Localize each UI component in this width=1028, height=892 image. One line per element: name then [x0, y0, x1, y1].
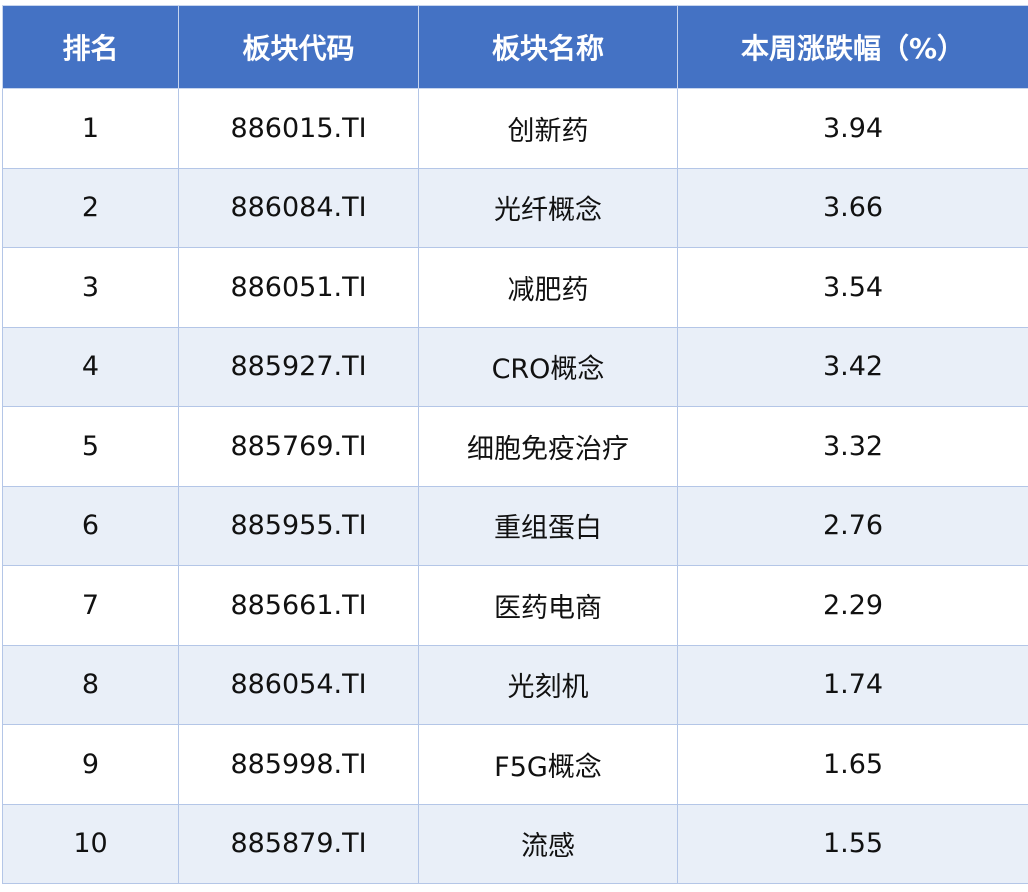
table-row: 8 886054.TI 光刻机 1.74: [2, 644, 1028, 725]
name-cell: 流感: [418, 803, 678, 884]
header-code: 板块代码: [178, 5, 419, 89]
code-cell: 885661.TI: [178, 565, 419, 646]
code-cell: 886084.TI: [178, 167, 419, 248]
rank-cell: 9: [2, 724, 179, 805]
change-cell: 2.29: [677, 565, 1028, 646]
header-row: 排名 板块代码 板块名称 本周涨跌幅（%）: [2, 5, 1028, 89]
change-cell: 2.76: [677, 485, 1028, 566]
name-cell: 减肥药: [418, 247, 678, 328]
header-name: 板块名称: [418, 5, 678, 89]
change-cell: 1.55: [677, 803, 1028, 884]
table-row: 9 885998.TI F5G概念 1.65: [2, 724, 1028, 805]
name-cell: 光刻机: [418, 644, 678, 725]
table-row: 1 886015.TI 创新药 3.94: [2, 88, 1028, 169]
name-cell: F5G概念: [418, 724, 678, 805]
rank-cell: 8: [2, 644, 179, 725]
change-cell: 1.74: [677, 644, 1028, 725]
rank-cell: 2: [2, 167, 179, 248]
change-cell: 3.42: [677, 326, 1028, 407]
rank-cell: 7: [2, 565, 179, 646]
rank-cell: 6: [2, 485, 179, 566]
change-cell: 3.32: [677, 406, 1028, 487]
sector-ranking-table: 排名 板块代码 板块名称 本周涨跌幅（%） 1 886015.TI 创新药 3.94 2…: [2, 5, 1028, 884]
code-cell: 886015.TI: [178, 88, 419, 169]
name-cell: 重组蛋白: [418, 485, 678, 566]
code-cell: 885769.TI: [178, 406, 419, 487]
code-cell: 885998.TI: [178, 724, 419, 805]
name-cell: 细胞免疫治疗: [418, 406, 678, 487]
rank-cell: 5: [2, 406, 179, 487]
change-cell: 1.65: [677, 724, 1028, 805]
table-row: 2 886084.TI 光纤概念 3.66: [2, 167, 1028, 248]
table-row: 10 885879.TI 流感 1.55: [2, 803, 1028, 884]
code-cell: 885955.TI: [178, 485, 419, 566]
rank-cell: 3: [2, 247, 179, 328]
rank-cell: 4: [2, 326, 179, 407]
code-cell: 886051.TI: [178, 247, 419, 328]
header-rank: 排名: [2, 5, 179, 89]
name-cell: 创新药: [418, 88, 678, 169]
header-weekly-change: 本周涨跌幅（%）: [677, 5, 1028, 89]
change-cell: 3.54: [677, 247, 1028, 328]
rank-cell: 1: [2, 88, 179, 169]
change-cell: 3.66: [677, 167, 1028, 248]
code-cell: 885879.TI: [178, 803, 419, 884]
table-row: 4 885927.TI CRO概念 3.42: [2, 326, 1028, 407]
table-row: 7 885661.TI 医药电商 2.29: [2, 565, 1028, 646]
table-row: 5 885769.TI 细胞免疫治疗 3.32: [2, 406, 1028, 487]
code-cell: 886054.TI: [178, 644, 419, 725]
table-row: 3 886051.TI 减肥药 3.54: [2, 247, 1028, 328]
name-cell: CRO概念: [418, 326, 678, 407]
code-cell: 885927.TI: [178, 326, 419, 407]
table-row: 6 885955.TI 重组蛋白 2.76: [2, 485, 1028, 566]
rank-cell: 10: [2, 803, 179, 884]
name-cell: 光纤概念: [418, 167, 678, 248]
name-cell: 医药电商: [418, 565, 678, 646]
change-cell: 3.94: [677, 88, 1028, 169]
